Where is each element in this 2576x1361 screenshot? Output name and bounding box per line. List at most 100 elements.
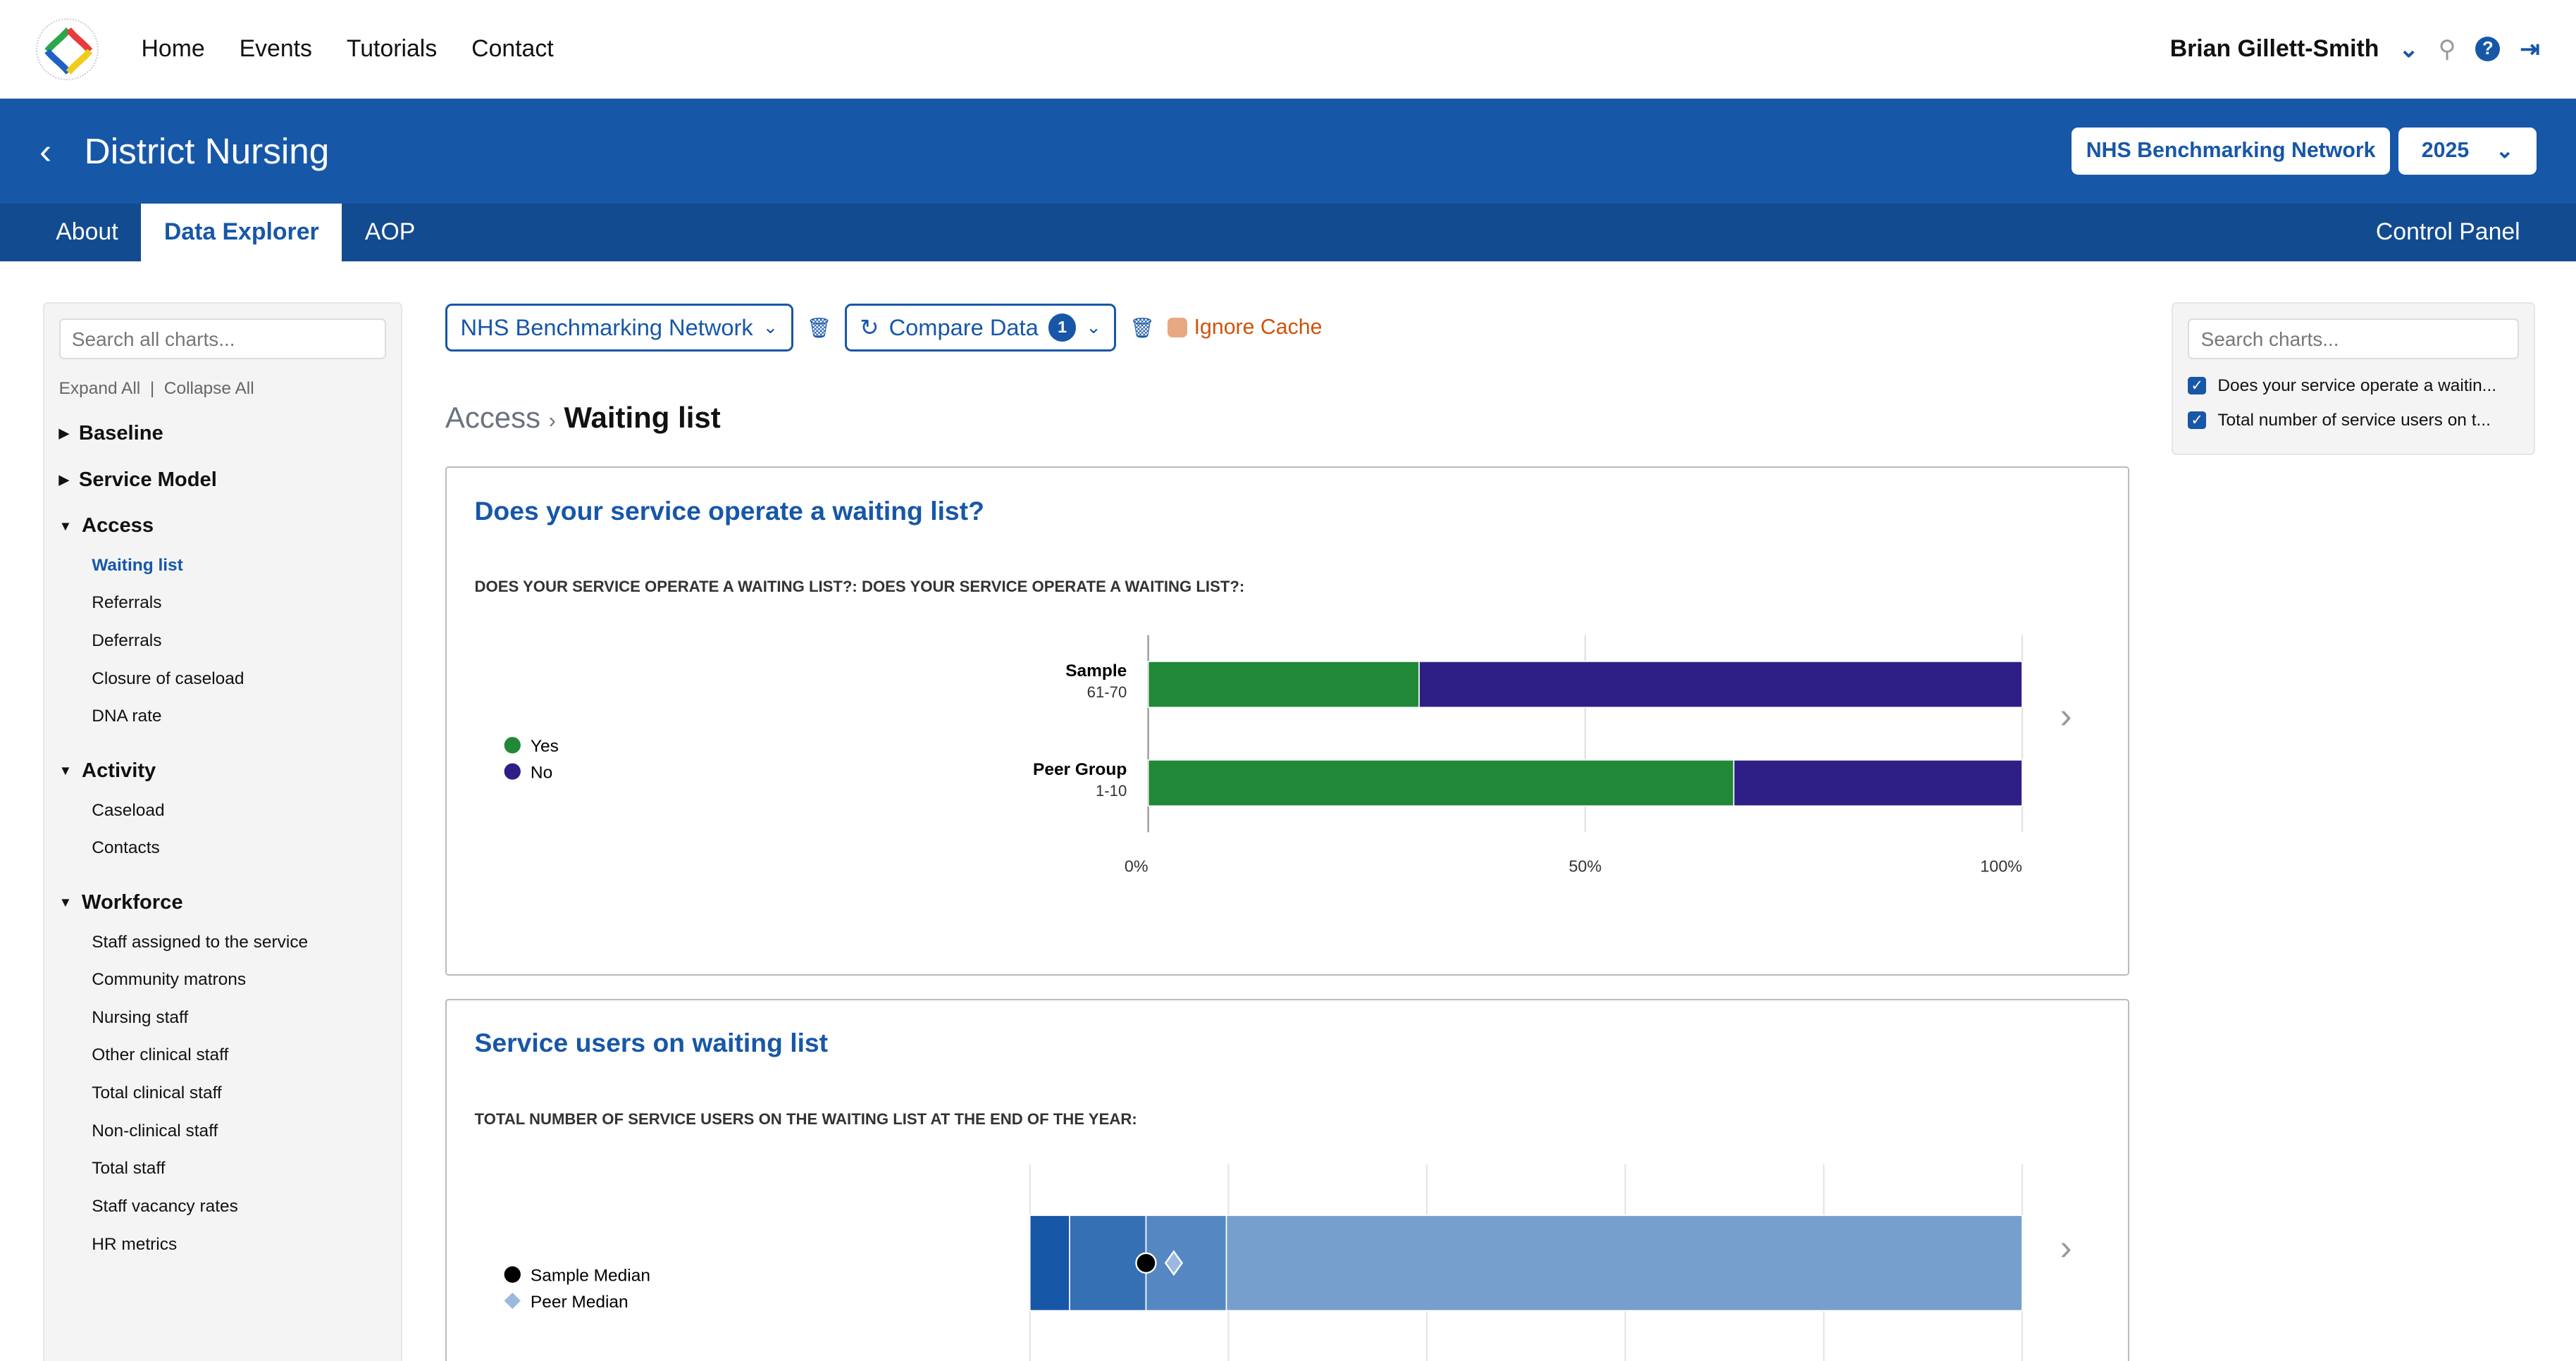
nav-events[interactable]: Events	[239, 35, 312, 63]
x-tick-label: 100%	[1980, 857, 2022, 876]
checkbox-checked-icon[interactable]: ✓	[2188, 411, 2206, 430]
trash-icon[interactable]: 🗑	[806, 316, 831, 339]
category-range: 61-70	[1087, 684, 1127, 702]
page-header: ‹ District Nursing NHS Benchmarking Netw…	[0, 98, 2576, 204]
x-tick-label: 0%	[1125, 857, 1148, 876]
chart-filter-panel: Search charts... ✓ Does your service oper…	[2172, 302, 2535, 455]
org-button[interactable]: NHS Benchmarking Network	[2071, 127, 2391, 175]
chevron-down-icon: ⌄	[762, 318, 779, 338]
sidebar-section-label: Access	[82, 514, 154, 537]
sidebar-item[interactable]: Total staff	[92, 1159, 166, 1179]
quartile-band	[1145, 1214, 1227, 1312]
search-charts-input[interactable]: Search charts...	[2188, 318, 2519, 360]
logout-icon[interactable]: ⇥	[2520, 35, 2540, 63]
legend-label: Yes	[531, 738, 559, 757]
page-title: District Nursing	[84, 131, 330, 171]
sidebar-section[interactable]: ▼ Access	[59, 514, 387, 537]
legend-label: No	[531, 764, 552, 783]
chart-toggle-label: Total number of service users on t...	[2217, 410, 2491, 430]
category-range: 1-10	[1096, 782, 1127, 800]
chevron-down-icon: ⌄	[1086, 318, 1101, 338]
caret-right-icon: ▶	[58, 425, 69, 441]
logo[interactable]	[36, 18, 99, 81]
main-content: NHS Benchmarking Network ⌄ 🗑 ↻ Compare Dat…	[445, 302, 2129, 1361]
top-nav: Home Events Tutorials Contact Brian Gill…	[0, 0, 2576, 99]
chevron-down-icon: ⌄	[2495, 139, 2514, 163]
tab-bar: About Data Explorer AOP Control Panel	[0, 204, 2576, 261]
sidebar-item[interactable]: Nursing staff	[92, 1007, 189, 1027]
user-name[interactable]: Brian Gillett-Smith	[2169, 35, 2379, 63]
sidebar-tree: ▶ Baseline ▶ Service Model ▼ Access Waiting li…	[59, 422, 387, 1264]
sidebar-item[interactable]: Waiting list	[92, 555, 183, 575]
category-label: Peer Group	[1033, 760, 1127, 779]
breadcrumb-parent[interactable]: Access	[445, 400, 541, 434]
sidebar-item[interactable]: HR metrics	[92, 1234, 178, 1254]
sidebar-item[interactable]: Deferrals	[92, 631, 162, 651]
sidebar-item[interactable]: Caseload	[92, 800, 165, 820]
chart-toggle-label: Does your service operate a waitin...	[2217, 375, 2497, 395]
next-chevron-icon[interactable]: ›	[2060, 1227, 2072, 1268]
compare-data-label: Compare Data	[888, 314, 1039, 341]
sidebar-section[interactable]: ▶ Service Model	[59, 468, 387, 492]
network-select[interactable]: NHS Benchmarking Network ⌄	[445, 304, 793, 352]
help-icon[interactable]: ?	[2475, 37, 2501, 62]
next-chevron-icon[interactable]: ›	[2060, 695, 2072, 735]
legend-label: Peer Median	[531, 1293, 628, 1312]
expand-all-link[interactable]: Expand All	[58, 379, 141, 399]
chart-card-waiting-list: Does your service operate a waiting list…	[445, 466, 2129, 976]
network-select-value: NHS Benchmarking Network	[460, 314, 753, 341]
compare-count-badge: 1	[1048, 313, 1077, 342]
legend-marker	[504, 1292, 521, 1309]
sidebar-item[interactable]: Total clinical staff	[92, 1083, 222, 1103]
chart-toggle[interactable]: ✓ Does your service operate a waitin...	[2188, 376, 2518, 396]
ignore-cache-label[interactable]: Ignore Cache	[1194, 316, 1323, 340]
breadcrumb: Access › Waiting list	[445, 400, 721, 434]
back-icon[interactable]: ‹	[39, 131, 52, 171]
compare-data-select[interactable]: ↻ Compare Data 1 ⌄	[844, 304, 1117, 352]
sidebar-item[interactable]: Closure of caseload	[92, 669, 244, 688]
checkbox-checked-icon[interactable]: ✓	[2188, 376, 2206, 395]
collapse-all-link[interactable]: Collapse All	[163, 379, 254, 399]
sidebar-item[interactable]: Contacts	[92, 838, 160, 858]
chart-toggle[interactable]: ✓ Total number of service users on t...	[2188, 411, 2518, 430]
quartile-band	[1225, 1214, 2023, 1312]
sidebar-section-label: Service Model	[78, 468, 217, 491]
tab-data-explorer[interactable]: Data Explorer	[141, 204, 342, 261]
bar-segment-no	[1733, 759, 2023, 807]
chart-card-service-users: Service users on waiting list TOTAL NUMB…	[445, 998, 2129, 1361]
sidebar-section[interactable]: ▼ Activity	[59, 759, 387, 783]
chart-subtitle: DOES YOUR SERVICE OPERATE A WAITING LIST…	[474, 578, 1245, 596]
x-tick-label: 50%	[1568, 857, 1602, 876]
sidebar-section[interactable]: ▶ Baseline	[59, 422, 387, 445]
search-icon[interactable]: ⚲	[2438, 35, 2456, 63]
chart-subtitle: TOTAL NUMBER OF SERVICE USERS ON THE WAI…	[474, 1110, 1137, 1128]
chevron-down-icon[interactable]: ⌄	[2398, 35, 2419, 63]
tab-aop[interactable]: AOP	[364, 218, 416, 246]
tab-about[interactable]: About	[56, 218, 118, 246]
sidebar-item[interactable]: Non-clinical staff	[92, 1121, 218, 1141]
sidebar-item[interactable]: Other clinical staff	[92, 1045, 229, 1065]
sidebar-item[interactable]: DNA rate	[92, 707, 162, 726]
trash-icon[interactable]: 🗑	[1129, 316, 1155, 339]
nav-contact[interactable]: Contact	[471, 35, 554, 63]
legend-marker	[504, 737, 521, 754]
quartile-band	[1029, 1214, 1070, 1312]
year-select[interactable]: 2025 ⌄	[2398, 127, 2537, 175]
caret-right-icon: ▶	[58, 472, 69, 487]
legend-marker	[504, 763, 521, 781]
nav-home[interactable]: Home	[141, 35, 205, 63]
search-all-charts-input[interactable]: Search all charts...	[58, 318, 387, 360]
chart-title: Does your service operate a waiting list…	[474, 495, 984, 526]
nav-tutorials[interactable]: Tutorials	[346, 35, 438, 63]
bar-segment-yes	[1147, 759, 1735, 807]
control-panel-link[interactable]: Control Panel	[2375, 218, 2520, 246]
year-value: 2025	[2421, 139, 2470, 163]
sidebar-section[interactable]: ▼ Workforce	[59, 891, 387, 914]
sidebar-item[interactable]: Referrals	[92, 593, 162, 613]
ignore-cache-checkbox[interactable]	[1168, 318, 1188, 338]
sidebar-item[interactable]: Staff vacancy rates	[92, 1197, 238, 1217]
sidebar-item[interactable]: Community matrons	[92, 970, 247, 990]
sidebar-item[interactable]: Staff assigned to the service	[92, 932, 309, 952]
stacked-bar-chart: 0% 50% 100% Sample 61-70 Peer Group 1-10 Yes No	[504, 635, 2024, 876]
legend-label: Sample Median	[531, 1266, 650, 1285]
